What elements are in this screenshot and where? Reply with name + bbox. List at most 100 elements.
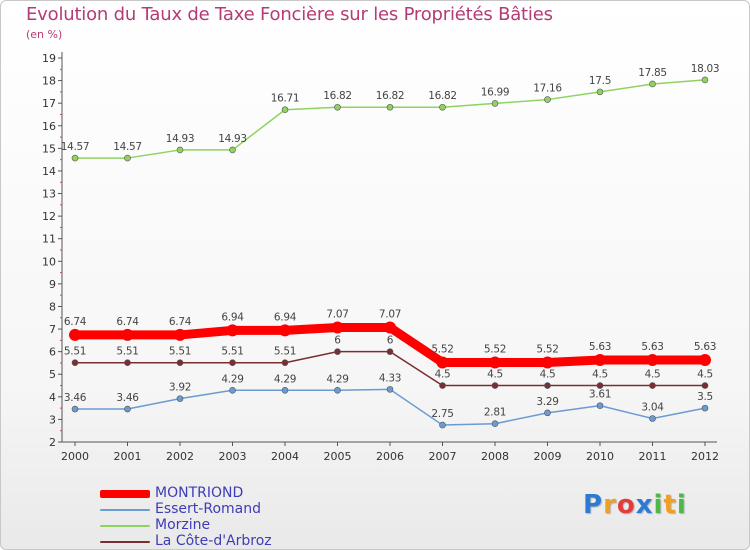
logo-letter: i (676, 490, 687, 520)
data-label: 7.07 (326, 308, 348, 320)
data-label: 5.51 (64, 346, 86, 358)
data-point (649, 80, 656, 88)
data-point (124, 405, 131, 413)
data-label: 17.16 (533, 83, 562, 95)
data-label: 3.46 (64, 392, 87, 404)
data-label: 5.52 (536, 343, 558, 355)
data-label: 5.51 (169, 346, 191, 358)
data-label: 4.29 (326, 373, 348, 385)
data-label: 4.5 (592, 369, 608, 381)
data-label: 6.94 (221, 311, 244, 323)
proxiti-logo: Proxiti (583, 490, 687, 520)
data-point (229, 146, 236, 154)
data-point (701, 382, 709, 389)
legend-label: MONTRIOND (155, 485, 244, 501)
data-label: 14.57 (113, 141, 142, 153)
y-tick-label: 12 (42, 210, 56, 223)
legend-label: Morzine (155, 517, 211, 533)
data-point (699, 354, 711, 367)
data-label: 3.92 (169, 382, 191, 394)
data-label: 4.5 (697, 369, 713, 381)
data-label: 14.93 (166, 133, 195, 145)
data-label: 2.75 (431, 408, 453, 420)
data-point (334, 386, 341, 394)
x-tick-label: 2011 (639, 450, 667, 463)
x-tick-label: 2010 (586, 450, 614, 463)
data-label: 18.03 (691, 63, 720, 75)
data-point (491, 382, 499, 389)
x-tick-label: 2003 (219, 450, 247, 463)
data-label: 16.99 (481, 86, 510, 98)
y-tick-label: 4 (49, 391, 56, 404)
data-label: 17.5 (589, 75, 611, 87)
y-tick-label: 17 (42, 97, 56, 110)
data-label: 6 (387, 335, 394, 347)
data-label: 5.63 (589, 341, 611, 353)
data-point (489, 356, 501, 369)
data-point (544, 96, 551, 103)
data-point (176, 146, 184, 154)
x-tick-label: 2008 (481, 450, 509, 463)
y-tick-label: 6 (49, 346, 56, 359)
data-point (71, 154, 79, 162)
data-label: 16.82 (376, 90, 405, 102)
legend-label: Essert-Romand (155, 501, 261, 517)
data-point (281, 106, 289, 114)
x-tick-label: 2000 (61, 450, 89, 463)
chart-subtitle: (en %) (26, 28, 63, 41)
data-label: 5.63 (694, 341, 716, 353)
data-label: 3.04 (641, 402, 664, 414)
y-tick-label: 7 (49, 323, 56, 336)
logo-letter: o (616, 490, 636, 520)
legend-swatch (100, 509, 150, 511)
data-label: 2.81 (484, 407, 506, 419)
data-point (491, 420, 499, 428)
data-label: 6.74 (64, 316, 87, 328)
data-label: 3.29 (536, 396, 558, 408)
data-label: 6 (334, 335, 341, 347)
data-label: 3.5 (697, 391, 713, 403)
data-point (439, 421, 446, 429)
data-point (439, 103, 446, 111)
data-point (439, 382, 446, 389)
data-label: 5.51 (116, 346, 138, 358)
data-point (544, 382, 551, 389)
data-point (176, 359, 184, 367)
data-point (69, 328, 81, 341)
data-label: 4.29 (274, 373, 296, 385)
data-point (281, 386, 289, 394)
y-tick-label: 2 (49, 436, 56, 449)
data-point (701, 404, 709, 412)
data-label: 16.71 (271, 93, 300, 105)
data-point (596, 382, 604, 389)
data-label: 6.74 (116, 316, 139, 328)
x-tick-label: 2009 (534, 450, 562, 463)
data-point (176, 395, 184, 402)
data-point (596, 402, 604, 409)
data-point (436, 356, 449, 369)
data-point (279, 324, 291, 337)
data-label: 5.63 (641, 341, 663, 353)
data-label: 4.5 (487, 369, 503, 381)
data-point (124, 359, 131, 367)
data-label: 4.5 (540, 369, 556, 381)
data-label: 16.82 (323, 90, 352, 102)
data-point (121, 328, 134, 341)
data-label: 5.51 (221, 346, 243, 358)
chart-title: Evolution du Taux de Taxe Foncière sur l… (26, 4, 553, 25)
data-point (386, 103, 394, 111)
data-label: 4.5 (645, 369, 661, 381)
data-point (384, 321, 396, 334)
y-tick-label: 19 (42, 52, 56, 65)
y-tick-label: 11 (42, 233, 56, 246)
logo-letter: x (635, 490, 654, 520)
x-tick-label: 2012 (691, 450, 719, 463)
legend-swatch (100, 541, 150, 543)
data-point (71, 359, 79, 367)
data-label: 14.57 (61, 141, 90, 153)
legend-swatch (100, 525, 150, 527)
data-label: 3.46 (116, 392, 139, 404)
data-point (226, 324, 239, 337)
